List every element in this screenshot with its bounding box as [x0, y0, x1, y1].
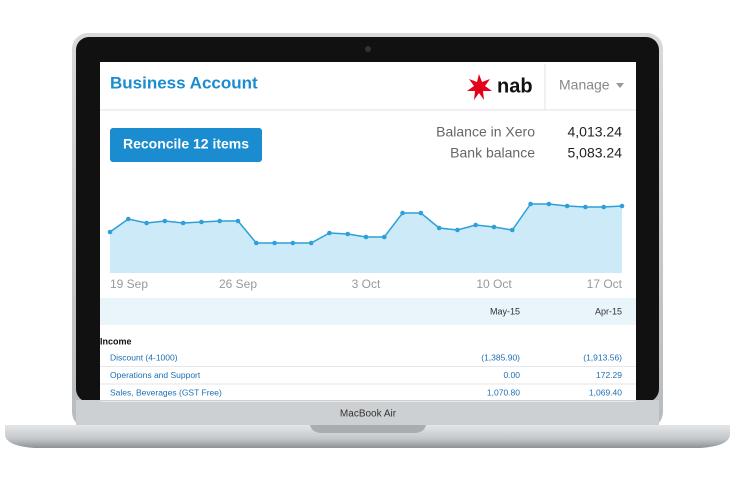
account-name[interactable]: Sales, Beverages (GST Free): [110, 387, 222, 397]
point: [327, 230, 332, 236]
point: [345, 231, 351, 237]
bank-name: nab: [497, 75, 533, 97]
point: [619, 203, 625, 209]
point: [583, 204, 588, 210]
amount[interactable]: 0.00: [503, 370, 520, 380]
dropdown-arrow: [616, 83, 624, 88]
point: [528, 201, 533, 207]
amount[interactable]: 172.29: [596, 370, 622, 380]
notch: [310, 425, 426, 433]
balance-label: Bank balance: [450, 145, 535, 161]
point: [491, 224, 497, 230]
column-header: May-15: [490, 306, 520, 316]
manage-menu[interactable]: Manage: [559, 77, 610, 93]
amount[interactable]: 1,070.80: [487, 387, 520, 397]
point: [199, 219, 204, 225]
x-tick-label: 10 Oct: [476, 277, 512, 291]
point: [253, 240, 259, 246]
amount[interactable]: (1,385.90): [481, 352, 520, 362]
nab-logo: [467, 74, 492, 100]
point: [144, 220, 149, 226]
point: [272, 240, 277, 246]
account-name[interactable]: Operations and Support: [110, 370, 201, 380]
device-label: MacBook Air: [340, 409, 397, 420]
point: [455, 227, 460, 233]
column-header: Apr-15: [595, 306, 622, 316]
x-tick-label: 17 Oct: [587, 277, 623, 291]
point: [308, 240, 314, 246]
base: [5, 425, 730, 448]
point: [363, 234, 369, 240]
point: [564, 203, 570, 209]
chin: [76, 400, 659, 425]
point: [217, 218, 223, 224]
x-tick-label: 19 Sep: [110, 277, 148, 291]
point: [381, 234, 387, 240]
balance-label: Balance in Xero: [436, 124, 535, 140]
balance-value: 5,083.24: [568, 145, 623, 161]
point: [125, 216, 131, 222]
x-tick-label: 3 Oct: [352, 277, 381, 291]
account-title: Business Account: [110, 73, 258, 92]
point: [473, 222, 479, 228]
balance-value: 4,013.24: [568, 124, 623, 140]
table-header: [100, 298, 636, 325]
amount[interactable]: 1,069.40: [589, 387, 622, 397]
point: [509, 227, 515, 233]
amount[interactable]: (1,913.56): [583, 352, 622, 362]
point: [107, 229, 113, 235]
point: [436, 225, 442, 231]
reconcile-label[interactable]: Reconcile 12 items: [123, 136, 249, 152]
point: [235, 218, 241, 224]
point: [162, 218, 168, 224]
point: [601, 204, 607, 210]
x-tick-label: 26 Sep: [219, 277, 257, 291]
point: [546, 201, 552, 207]
reconcile-button[interactable]: [110, 128, 262, 162]
point: [400, 210, 405, 216]
section-label: Income: [100, 336, 132, 346]
camera: [365, 46, 371, 52]
point: [418, 210, 424, 216]
point: [180, 220, 186, 226]
account-name[interactable]: Discount (4-1000): [110, 352, 178, 362]
point: [290, 240, 296, 246]
